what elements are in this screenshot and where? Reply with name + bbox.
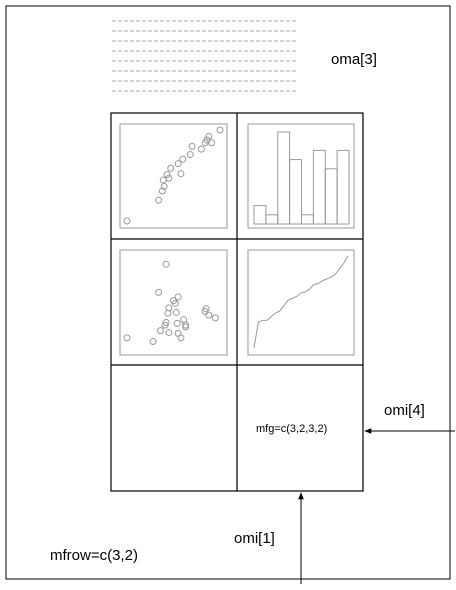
bar-plot-top-right xyxy=(253,131,350,225)
scatter-point xyxy=(186,151,194,159)
bar xyxy=(253,205,267,225)
scatter-point xyxy=(172,308,180,316)
plot-boxes xyxy=(119,123,355,356)
line-plot-middle-right xyxy=(253,255,349,349)
omi-right-label: omi[4] xyxy=(384,402,425,419)
scatter-point xyxy=(177,170,185,178)
scatter-point xyxy=(162,260,170,268)
bar xyxy=(265,214,279,225)
bar xyxy=(336,149,350,225)
scatter-point xyxy=(182,323,190,331)
bar xyxy=(277,131,291,225)
scatter-point xyxy=(165,328,173,336)
bar xyxy=(324,168,338,225)
scatter-point xyxy=(211,314,219,322)
plot-box-row1-col1 xyxy=(119,123,228,229)
outer-figure-border xyxy=(5,5,451,580)
scatter-point xyxy=(155,196,163,204)
plot-box-row1-col2 xyxy=(247,123,355,229)
omi-bottom-label: omi[1] xyxy=(234,530,275,547)
scatter-point xyxy=(182,321,190,329)
scatter-point xyxy=(165,174,173,182)
scatter-point xyxy=(174,293,182,301)
scatter-point xyxy=(216,126,224,134)
scatter-plot-middle-left xyxy=(123,260,219,346)
scatter-point xyxy=(205,311,213,319)
plot-box-row2-col1 xyxy=(119,249,228,356)
scatter-point xyxy=(164,309,172,317)
outer-margin-text-lines xyxy=(112,20,296,92)
scatter-point xyxy=(123,334,131,342)
scatter-point xyxy=(177,334,185,342)
scatter-point xyxy=(158,187,166,195)
figure-grid xyxy=(110,112,364,492)
scatter-point xyxy=(202,305,210,313)
line-series xyxy=(253,255,349,349)
bar xyxy=(289,159,302,225)
bar xyxy=(312,149,326,225)
plot-box-row2-col2 xyxy=(247,249,355,356)
scatter-point xyxy=(174,160,182,168)
scatter-point xyxy=(171,299,179,307)
scatter-point xyxy=(161,321,169,329)
scatter-point xyxy=(167,164,175,172)
scatter-point xyxy=(188,142,196,150)
scatter-point xyxy=(173,319,181,327)
scatter-point xyxy=(155,288,163,296)
scatter-plot-top-left xyxy=(123,126,224,225)
scatter-point xyxy=(163,171,171,179)
scatter-point xyxy=(149,338,157,346)
scatter-point xyxy=(123,217,131,225)
scatter-point xyxy=(205,132,213,140)
scatter-point xyxy=(208,139,216,147)
oma-label: oma[3] xyxy=(331,51,377,68)
scatter-point xyxy=(197,145,205,153)
scatter-point xyxy=(156,327,164,335)
scatter-point xyxy=(179,155,187,163)
mfg-label: mfg=c(3,2,3,2) xyxy=(256,423,327,435)
bar xyxy=(301,214,314,225)
mfrow-label: mfrow=c(3,2) xyxy=(50,547,138,564)
